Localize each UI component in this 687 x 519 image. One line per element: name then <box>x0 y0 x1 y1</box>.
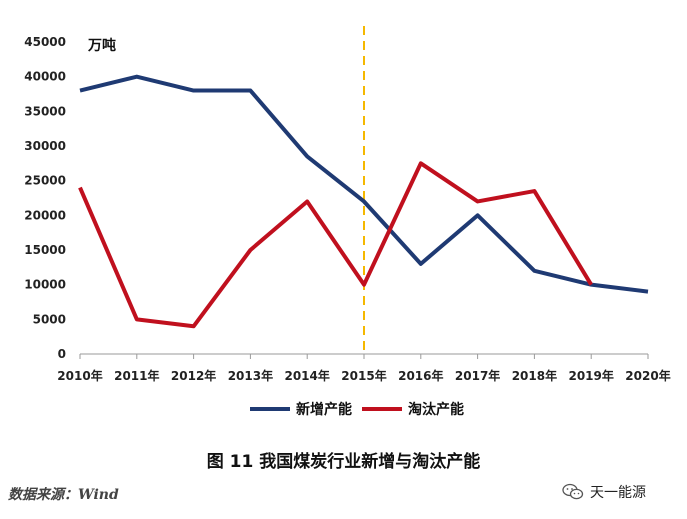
legend: 新增产能 淘汰产能 <box>250 401 464 418</box>
x-tick-label: 2011年 <box>114 368 159 383</box>
y-tick-label: 5000 <box>33 312 66 326</box>
brand-name: 天一能源 <box>590 485 646 501</box>
y-tick-label: 20000 <box>24 208 66 222</box>
legend-label-new-capacity: 新增产能 <box>296 401 352 418</box>
y-tick-label: 10000 <box>24 278 66 292</box>
y-tick-label: 45000 <box>24 35 66 49</box>
chart: 0 5000 10000 15000 20000 25000 30000 35000 40000… <box>24 26 671 418</box>
y-tick-label: 35000 <box>24 104 66 118</box>
x-tick-label: 2014年 <box>284 368 329 383</box>
chart-title: 图 11 我国煤炭行业新增与淘汰产能 <box>206 452 481 472</box>
series-line-new-capacity <box>79 74 649 294</box>
y-tick-label: 0 <box>58 347 66 361</box>
x-tick-label: 2012年 <box>171 368 216 383</box>
y-tick-label: 40000 <box>24 70 66 84</box>
brand-badge: 天一能源 <box>562 482 646 502</box>
source-note: 数据来源：Wind <box>8 487 119 503</box>
legend-label-eliminated-capacity: 淘汰产能 <box>408 401 464 418</box>
x-tick-label: 2018年 <box>512 368 557 383</box>
y-axis-ticks: 0 5000 10000 15000 20000 25000 30000 35000 40000… <box>24 35 66 361</box>
x-axis-ticks: 2010年 2011年 2012年 2013年 2014年 2015年 2016年 2017年… <box>57 354 671 383</box>
y-tick-label: 30000 <box>24 139 66 153</box>
y-tick-label: 15000 <box>24 243 66 257</box>
x-tick-label: 2010年 <box>57 368 102 383</box>
series-lines <box>78 74 649 329</box>
x-tick-label: 2020年 <box>625 368 670 383</box>
series-line-eliminated-capacity <box>78 161 593 329</box>
y-unit-label: 万吨 <box>87 37 116 54</box>
x-tick-label: 2013年 <box>228 368 273 383</box>
x-tick-label: 2017年 <box>455 368 500 383</box>
wechat-icon <box>562 483 584 500</box>
x-tick-label: 2016年 <box>398 368 443 383</box>
x-tick-label: 2019年 <box>568 368 613 383</box>
y-tick-label: 25000 <box>24 174 66 188</box>
x-tick-label: 2015年 <box>341 368 386 383</box>
